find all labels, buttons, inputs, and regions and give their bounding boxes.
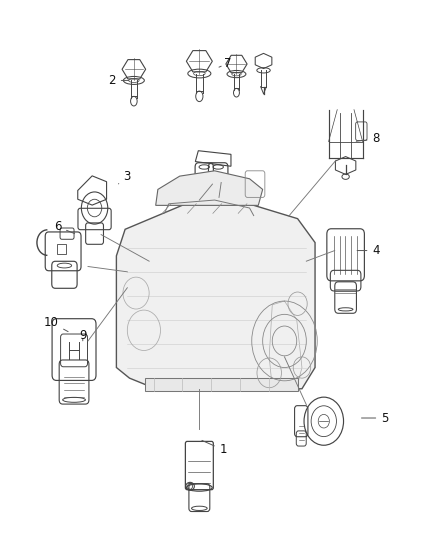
Polygon shape <box>117 203 315 389</box>
Text: 8: 8 <box>356 132 380 146</box>
Text: 2: 2 <box>108 74 129 87</box>
Text: 9: 9 <box>79 329 87 342</box>
Text: 3: 3 <box>119 169 131 184</box>
Text: 5: 5 <box>361 411 389 424</box>
Text: 7: 7 <box>219 57 231 70</box>
Text: 6: 6 <box>54 220 74 233</box>
Text: 1: 1 <box>202 440 227 456</box>
Text: 10: 10 <box>43 316 68 332</box>
Polygon shape <box>145 378 297 391</box>
Polygon shape <box>155 171 263 205</box>
Bar <box>57 244 66 254</box>
Text: 4: 4 <box>357 244 380 257</box>
